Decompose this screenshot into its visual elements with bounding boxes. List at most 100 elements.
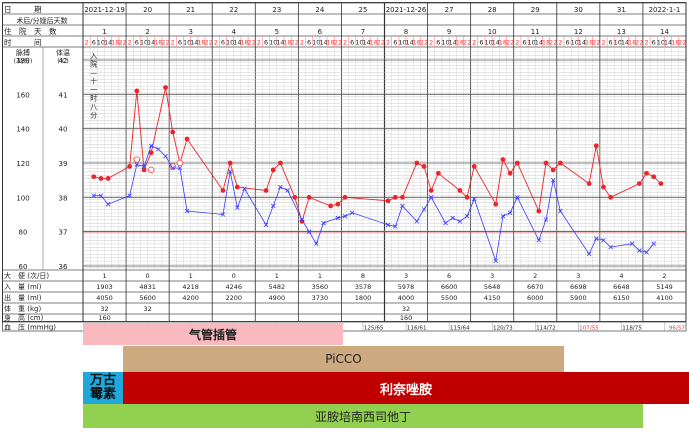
pulse-point xyxy=(127,193,132,198)
pulse-point xyxy=(134,162,140,167)
admission-note-char: 院 xyxy=(90,60,97,69)
time-slot-label: 22 xyxy=(549,39,557,47)
time-slot-label: 14 xyxy=(147,39,155,47)
pulse-point xyxy=(335,215,341,221)
pulse-point xyxy=(321,220,326,226)
time-slot-label: 2 xyxy=(386,39,390,47)
pulse-point xyxy=(306,229,312,234)
time-slot-label: 18 xyxy=(111,39,119,47)
bottom-row-value: 4100 xyxy=(656,294,673,302)
bottom-row-value: 2 xyxy=(533,272,537,280)
time-slot-label: 6 xyxy=(479,39,483,47)
time-slot-label: 18 xyxy=(671,39,679,47)
bottom-row-value: 5500 xyxy=(441,294,458,302)
bottom-row-value: 5648 xyxy=(484,283,501,291)
pulse-point xyxy=(285,188,290,193)
pulse-point xyxy=(471,196,477,202)
bottom-row-value: 1 xyxy=(318,272,322,280)
bottom-row-label: 出 量 (ml) xyxy=(4,293,42,302)
bp-row-frame xyxy=(2,321,687,332)
time-slot-label: 22 xyxy=(463,39,471,47)
temperature-point xyxy=(457,188,463,193)
bottom-row-value: 6000 xyxy=(527,294,544,302)
time-slot-label: 10 xyxy=(183,39,191,47)
temperature-point xyxy=(493,201,499,207)
pulse-point xyxy=(601,237,606,243)
time-slot-label: 14 xyxy=(578,39,586,47)
bottom-row-value: 1800 xyxy=(355,294,372,302)
bottom-row-value: 5900 xyxy=(570,294,587,302)
temperature-point xyxy=(148,150,154,156)
time-slot-label: 14 xyxy=(233,39,241,47)
pulse-point xyxy=(349,210,355,216)
admission-note-char: 入 xyxy=(90,52,97,60)
date-cell: 25 xyxy=(359,6,368,14)
bottom-row-value: 4900 xyxy=(269,294,286,302)
pulse-point xyxy=(421,207,427,212)
time-slot-label: 14 xyxy=(276,39,284,47)
time-slot-label: 10 xyxy=(269,39,277,47)
temperature-point xyxy=(91,174,97,180)
pulse-point xyxy=(443,220,448,226)
time-slot-label: 2 xyxy=(343,39,347,47)
pulse-point xyxy=(644,249,649,255)
pulse-point xyxy=(558,208,563,214)
bottom-row-value: 5482 xyxy=(269,283,286,291)
pulse-point xyxy=(148,143,154,149)
stay-cell: 4 xyxy=(232,28,237,36)
time-slot-label: 14 xyxy=(492,39,500,47)
stay-cell: 13 xyxy=(617,28,626,36)
pulse-tick-label: 60 xyxy=(19,263,28,271)
temperature-point xyxy=(306,194,312,200)
temperature-point xyxy=(335,201,341,207)
pulse-point xyxy=(500,213,506,219)
temperature-point xyxy=(328,203,334,209)
time-slot-label: 22 xyxy=(592,39,600,47)
time-slot-label: 6 xyxy=(565,39,569,47)
bp-value: 114/72 xyxy=(536,326,556,332)
bottom-row-value: 32 xyxy=(100,305,108,313)
time-slot-label: 18 xyxy=(628,39,636,47)
temperature-point xyxy=(514,160,520,166)
time-slot-label: 22 xyxy=(291,39,299,47)
pulse-point xyxy=(263,222,269,228)
date-cell: 27 xyxy=(445,6,454,14)
admission-note-char: 一 xyxy=(90,86,97,94)
temperature-point xyxy=(227,160,233,166)
bottom-row-value: 0 xyxy=(146,272,150,280)
date-cell: 22 xyxy=(229,6,238,14)
bottom-row-value: 4150 xyxy=(484,294,501,302)
temperature-point xyxy=(134,88,140,94)
bottom-row-value: 1903 xyxy=(96,283,113,291)
pulse-line xyxy=(93,145,655,261)
bottom-row-value: 0 xyxy=(232,272,236,280)
bottom-row-value: 6670 xyxy=(527,283,544,291)
date-cell: 2021-12-19 xyxy=(84,6,125,14)
pulse-point xyxy=(156,146,161,152)
bottom-row-value: 1 xyxy=(189,272,193,280)
temperature-point xyxy=(385,198,391,204)
time-slot-label: 14 xyxy=(535,39,543,47)
bottom-row-value: 4246 xyxy=(225,283,242,291)
pulse-point xyxy=(184,208,190,214)
temperature-point xyxy=(292,194,298,200)
time-slot-label: 10 xyxy=(484,39,492,47)
bottom-row-value: 5149 xyxy=(656,283,673,291)
temperature-point xyxy=(536,208,542,214)
time-slot-label: 6 xyxy=(393,39,397,47)
time-slot-label: 2 xyxy=(257,39,261,47)
time-slot-label: 14 xyxy=(621,39,629,47)
time-slot-label: 6 xyxy=(307,39,311,47)
temperature-point xyxy=(342,194,348,200)
bottom-row-value: 5600 xyxy=(139,294,156,302)
time-slot-label: 2 xyxy=(300,39,304,47)
time-slot-label: 10 xyxy=(657,39,665,47)
time-slot-label: 10 xyxy=(97,39,105,47)
height-row-value: 160 xyxy=(98,314,110,322)
time-slot-label: 14 xyxy=(190,39,198,47)
bottom-row-label: 体 重 (kg) xyxy=(4,304,41,313)
bottom-row-label: 大 便 (次/日) xyxy=(4,271,49,280)
date-cell: 2021-12-26 xyxy=(386,6,427,14)
temperature-point xyxy=(234,184,240,190)
temp-tick-label: 41 xyxy=(59,91,68,99)
